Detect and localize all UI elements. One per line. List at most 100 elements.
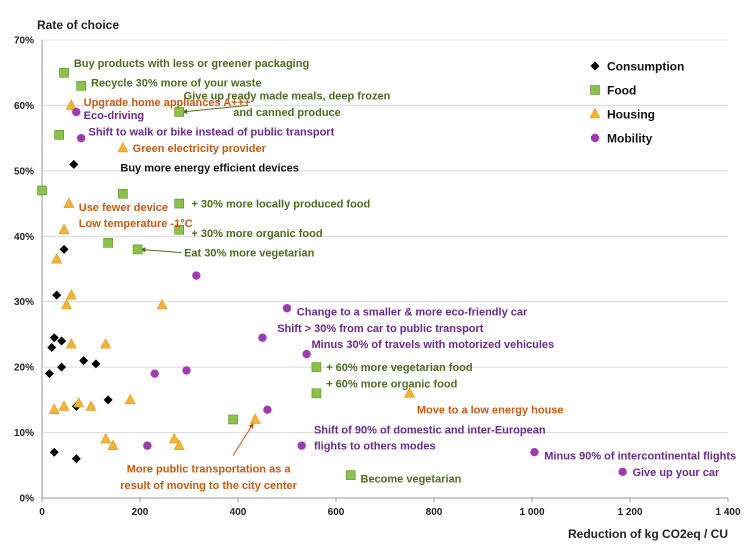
y-tick-label: 50% — [14, 166, 34, 177]
point-annotation: Eco-driving — [84, 110, 145, 122]
annotation-arrowhead — [248, 422, 254, 429]
y-tick-label: 10% — [14, 428, 34, 439]
housing-point — [51, 253, 63, 264]
x-tick-label: 1 200 — [617, 507, 642, 518]
point-annotation: flights to others modes — [314, 441, 436, 453]
mobility-point — [302, 349, 311, 359]
mobility-legend-marker — [590, 133, 600, 143]
consumption-point — [103, 395, 113, 405]
y-tick-label: 30% — [14, 297, 34, 308]
x-axis-title: Reduction of kg CO2eq / CU — [568, 527, 728, 541]
housing-point — [85, 400, 97, 411]
mobility-point — [143, 441, 152, 450]
mobility-point — [77, 133, 86, 143]
housing-point — [65, 289, 77, 300]
housing-point — [117, 141, 129, 153]
mobility-point — [282, 304, 292, 313]
consumption-point — [71, 454, 81, 464]
mobility-point — [72, 107, 81, 117]
point-annotation: Give up your car — [632, 467, 720, 479]
food-point — [118, 188, 128, 199]
x-tick-label: 200 — [132, 507, 149, 518]
housing-point — [58, 400, 70, 411]
mobility-point — [150, 369, 159, 378]
annotation-arrow — [139, 248, 182, 254]
food-legend-marker — [590, 85, 600, 95]
consumption-point — [47, 343, 57, 353]
mobility-point — [192, 271, 201, 280]
food-point — [76, 81, 86, 91]
consumption-point — [49, 333, 59, 343]
point-annotation: + 60% more vegetarian food — [326, 362, 472, 374]
point-annotation: Change to a smaller & more eco-friendly … — [297, 307, 528, 319]
arrows-layer — [139, 104, 255, 456]
points-layer — [37, 67, 627, 480]
point-annotation: Upgrade home appliances A+++ — [84, 97, 251, 109]
food-point — [174, 107, 184, 117]
food-point — [345, 470, 356, 480]
housing-point — [107, 439, 119, 450]
mobility-point — [263, 405, 272, 414]
point-annotation: Become vegetarian — [361, 473, 462, 485]
food-point — [228, 414, 238, 425]
housing-point — [100, 432, 112, 444]
consumption-point — [44, 369, 54, 379]
housing-point — [124, 393, 136, 405]
consumption-point — [59, 244, 69, 254]
annotations-layer: Buy products with less or greener packag… — [74, 58, 736, 492]
y-tick-label: 0% — [20, 494, 35, 505]
food-point — [37, 185, 47, 196]
point-annotation: Recycle 30% more of your waste — [91, 78, 262, 90]
consumption-point — [57, 362, 67, 372]
point-annotation: Buy more energy efficient devices — [120, 163, 299, 175]
housing-point — [100, 338, 112, 349]
point-annotation: Use fewer device — [79, 202, 168, 214]
x-tick-label: 1 400 — [715, 507, 740, 518]
y-tick-label: 20% — [14, 363, 34, 374]
y-tick-label: 40% — [14, 232, 34, 243]
y-tick-label: 70% — [14, 36, 34, 47]
annotation-arrowhead — [181, 108, 188, 115]
legend-label: Housing — [607, 108, 655, 122]
consumption-point — [57, 336, 67, 346]
x-tick-label: 1 000 — [519, 507, 544, 518]
mobility-point — [530, 448, 539, 457]
housing-legend-marker — [589, 107, 601, 119]
mobility-point — [618, 467, 627, 477]
axes-layer: 0% 10% 20% 30% 40% 50% 60% 70% 0 200 400 600 800 1 00… — [14, 36, 741, 519]
point-annotation: Move to a low energy house — [417, 405, 564, 417]
housing-point — [73, 396, 85, 408]
housing-point — [168, 432, 180, 444]
housing-point — [249, 413, 261, 424]
point-annotation: Low temperature -1°C — [79, 218, 193, 230]
x-tick-label: 400 — [230, 507, 247, 518]
point-annotation: Give up ready made meals, deep frozen — [184, 91, 391, 103]
point-annotation: Green electricity provider — [133, 143, 267, 155]
point-annotation: + 30% more organic food — [191, 228, 322, 240]
consumption-point — [49, 447, 59, 457]
housing-point — [58, 223, 70, 235]
housing-point — [61, 298, 72, 310]
housing-point — [63, 197, 75, 208]
grid-layer — [42, 39, 728, 434]
mobility-point — [258, 333, 267, 342]
food-point — [311, 388, 322, 399]
legend-label: Mobility — [607, 132, 653, 146]
point-annotation: Shift > 30% from car to public transport — [277, 323, 484, 335]
consumption-point — [91, 359, 101, 369]
food-point — [54, 130, 64, 140]
legend-label: Consumption — [607, 60, 684, 74]
point-annotation: Minus 90% of intercontinental flights — [544, 450, 736, 462]
food-point — [132, 244, 143, 255]
annotation-arrow — [181, 104, 248, 113]
annotation-arrow — [232, 422, 255, 456]
consumption-legend-marker — [590, 61, 600, 71]
point-annotation: Shift of 90% of domestic and inter-Europ… — [314, 424, 546, 436]
point-annotation: Eat 30% more vegetarian — [184, 248, 315, 260]
legend-label: Food — [607, 84, 636, 98]
point-annotation: + 60% more organic food — [326, 379, 457, 391]
housing-point — [156, 298, 168, 310]
housing-point — [404, 387, 415, 398]
